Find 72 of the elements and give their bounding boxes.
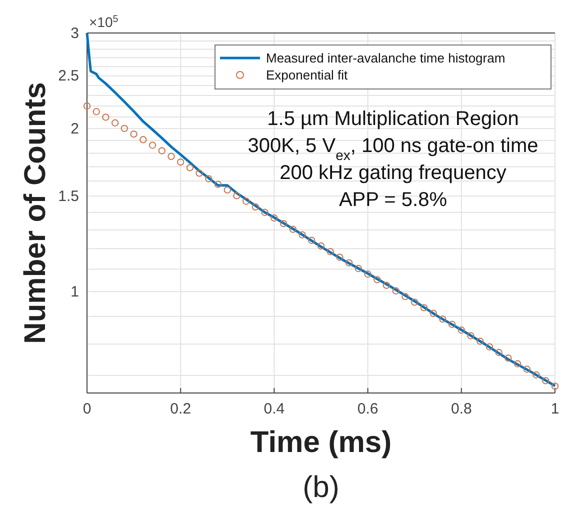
y-tick-label: 2.5 xyxy=(58,68,79,85)
point xyxy=(411,298,418,306)
annotation: APP = 5.8% xyxy=(338,189,448,211)
point xyxy=(120,124,128,132)
point xyxy=(158,147,166,154)
point xyxy=(308,236,316,244)
y-tick-label: 1.5 xyxy=(58,188,79,205)
point xyxy=(448,320,456,328)
point xyxy=(111,119,119,126)
point xyxy=(345,259,353,266)
point xyxy=(186,164,194,172)
annotation: 300K, 5 V$_{ex}$, 100 ns gate-on time xyxy=(248,135,538,163)
point xyxy=(336,254,344,261)
x-tick-label: 0.6 xyxy=(357,400,378,418)
point xyxy=(252,203,260,210)
point xyxy=(495,348,502,356)
legend-label: Measured inter-avalanche time histogram xyxy=(266,50,506,66)
point xyxy=(92,108,100,116)
text: ×10$^{5}$ xyxy=(89,14,119,30)
y-tick-label: 3 xyxy=(70,24,79,42)
x-tick-label: 0.8 xyxy=(450,400,472,418)
y-tick-label: 2 xyxy=(70,120,79,138)
annotation: 200 kHz gating frequency xyxy=(280,162,506,184)
y-axis-title: Number of Counts xyxy=(19,82,52,344)
point xyxy=(514,360,522,368)
x-tick-label: 1 xyxy=(550,400,560,418)
point xyxy=(168,152,175,160)
point xyxy=(486,343,494,350)
point xyxy=(430,310,437,317)
point xyxy=(364,270,372,278)
point xyxy=(83,102,91,110)
point xyxy=(382,282,390,289)
point xyxy=(298,231,306,238)
point xyxy=(326,248,334,256)
y-tick-label: 1 xyxy=(70,283,79,300)
point xyxy=(374,276,381,284)
point xyxy=(102,114,110,121)
point xyxy=(532,371,540,378)
point xyxy=(270,214,278,222)
point xyxy=(280,220,288,228)
point xyxy=(177,158,184,166)
point xyxy=(148,142,156,149)
point xyxy=(523,366,531,373)
text: (b) xyxy=(302,471,340,504)
point xyxy=(467,332,474,340)
point xyxy=(504,354,512,362)
point xyxy=(551,382,559,390)
point xyxy=(542,377,550,384)
point xyxy=(354,264,362,272)
point xyxy=(214,180,222,188)
x-tick-label: 0 xyxy=(82,400,92,418)
annotation: 1.5 µm Multiplication Region xyxy=(267,108,519,130)
legend-label: Exponential fit xyxy=(266,68,348,82)
point xyxy=(233,192,240,200)
x-axis-title: Time (ms) xyxy=(250,426,392,459)
point xyxy=(458,326,465,334)
point xyxy=(392,287,400,294)
point xyxy=(261,208,268,216)
point xyxy=(476,338,484,345)
point xyxy=(289,226,297,233)
point xyxy=(130,130,138,138)
point xyxy=(420,304,428,312)
x-tick-label: 0.2 xyxy=(170,400,192,418)
point xyxy=(140,136,147,144)
point xyxy=(242,198,250,205)
point xyxy=(317,242,325,250)
point xyxy=(224,186,231,194)
point xyxy=(439,315,446,323)
point xyxy=(205,175,212,182)
point xyxy=(402,293,409,300)
x-tick-label: 0.4 xyxy=(264,400,285,418)
point xyxy=(196,170,203,177)
